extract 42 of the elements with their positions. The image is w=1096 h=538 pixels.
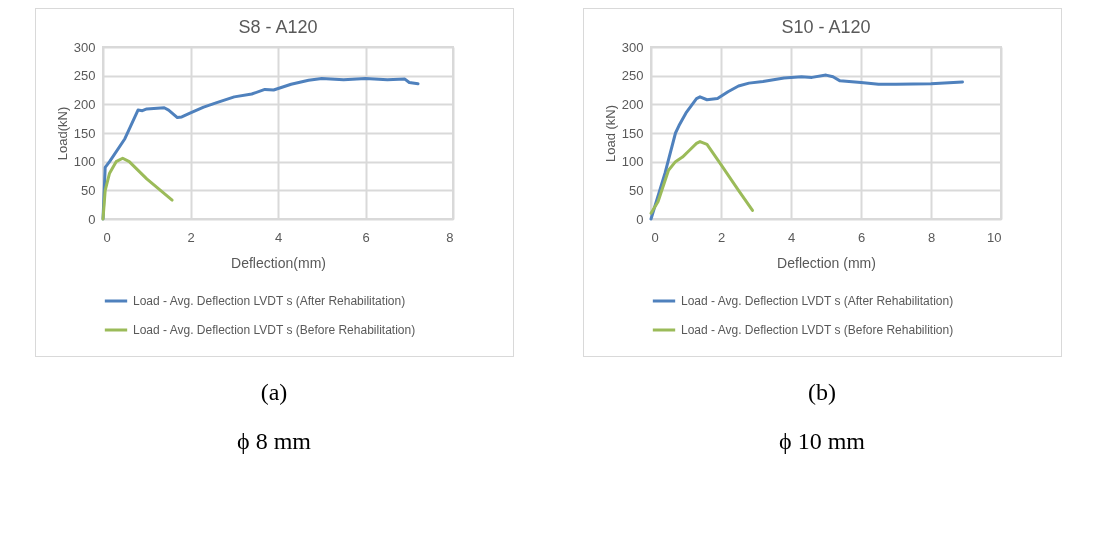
legend-label: Load - Avg. Deflection LVDT s (Before Rehabilition) bbox=[680, 323, 953, 337]
x-tick-label: 0 bbox=[651, 229, 659, 245]
x-tick-label: 2 bbox=[717, 229, 725, 245]
x-tick-label: 4 bbox=[787, 229, 795, 245]
text: ϕ 8 mm bbox=[237, 428, 311, 455]
line-series bbox=[101, 156, 174, 221]
x-tick-label: 2 bbox=[186, 229, 195, 245]
x-tick-label: 6 bbox=[857, 229, 865, 245]
y-tick-label: 0 bbox=[635, 211, 643, 227]
y-tick-label: 250 bbox=[73, 68, 95, 84]
y-tick-label: 150 bbox=[621, 125, 643, 141]
y-tick-label: 200 bbox=[621, 96, 643, 112]
x-tick-label: 8 bbox=[445, 229, 453, 245]
y-tick-label: 300 bbox=[621, 39, 643, 55]
x-axis-title: Deflection(mm) bbox=[230, 254, 326, 271]
y-tick-label: 50 bbox=[80, 182, 95, 198]
legend-label: Load - Avg. Deflection LVDT s (Before Rehabilitation) bbox=[132, 323, 415, 337]
line-series bbox=[649, 73, 964, 221]
line-series bbox=[649, 140, 754, 215]
text: (b) bbox=[808, 379, 836, 406]
y-tick-label: 300 bbox=[73, 39, 95, 55]
y-tick-label: 250 bbox=[621, 68, 643, 84]
x-axis-title: Deflection (mm) bbox=[776, 254, 876, 271]
text: ϕ 10 mm bbox=[779, 428, 865, 455]
y-tick-label: 50 bbox=[628, 182, 643, 198]
x-tick-label: 8 bbox=[927, 229, 935, 245]
x-tick-label: 4 bbox=[274, 229, 282, 245]
x-tick-label: 6 bbox=[361, 229, 370, 245]
text: (a) bbox=[260, 379, 288, 406]
y-tick-label: 100 bbox=[621, 154, 643, 170]
y-tick-label: 150 bbox=[73, 125, 95, 141]
legend-label: Load - Avg. Deflection LVDT s (After Rehabilitation) bbox=[132, 294, 405, 308]
x-tick-label: 10 bbox=[986, 229, 1001, 245]
legend-label: Load - Avg. Deflection LVDT s (After Rehabilitation) bbox=[680, 294, 953, 308]
y-tick-label: 100 bbox=[73, 154, 95, 170]
x-tick-label: 0 bbox=[103, 229, 111, 245]
y-tick-label: 200 bbox=[73, 96, 95, 112]
y-axis-title: Load (kN) bbox=[602, 104, 618, 163]
chart-title: S8 - A120 bbox=[237, 17, 318, 37]
chart-title: S10 - A120 bbox=[780, 17, 871, 37]
y-tick-label: 0 bbox=[87, 211, 95, 227]
y-axis-title: Load(kN) bbox=[54, 106, 70, 161]
